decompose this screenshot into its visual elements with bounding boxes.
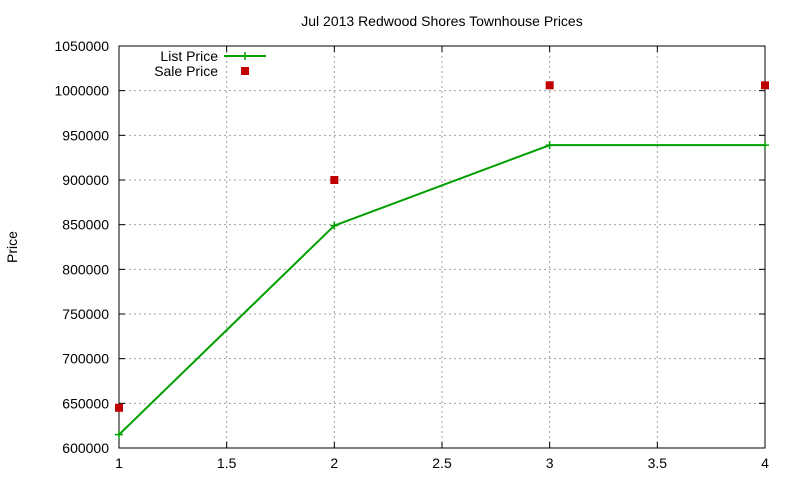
chart-title: Jul 2013 Redwood Shores Townhouse Prices xyxy=(301,13,582,29)
sale-price-point xyxy=(115,403,123,412)
y-tick-label: 750000 xyxy=(62,306,109,322)
legend-label-list-price: List Price xyxy=(160,48,218,64)
x-tick-label: 1.5 xyxy=(217,455,237,471)
y-tick-label: 800000 xyxy=(62,261,109,277)
tick-layer: 1 1.5 2 2.5 3 3.5 4 600000 650000 700000 750000 800… xyxy=(54,38,769,471)
x-tick-label: 4 xyxy=(761,455,769,471)
y-tick-label: 850000 xyxy=(62,217,109,233)
sale-price-point xyxy=(761,81,769,90)
grid-layer xyxy=(119,46,765,448)
sale-price-point xyxy=(330,176,339,184)
legend-marker-list-price xyxy=(241,52,249,60)
legend: List Price Sale Price xyxy=(154,48,266,79)
list-price-point xyxy=(761,141,769,150)
x-tick-label: 1 xyxy=(115,455,123,471)
y-tick-label: 1050000 xyxy=(54,38,109,54)
y-axis-label: Price xyxy=(4,231,20,263)
sale-price-point xyxy=(545,81,554,90)
y-tick-label: 950000 xyxy=(62,127,109,143)
series-layer xyxy=(115,81,769,439)
legend-swatch-sale-price xyxy=(241,67,249,75)
list-price-point xyxy=(330,221,339,230)
x-tick-label: 3.5 xyxy=(648,455,668,471)
x-tick-label: 3 xyxy=(546,455,554,471)
list-price-series-line xyxy=(118,144,765,436)
y-tick-label: 600000 xyxy=(62,440,109,456)
y-tick-label: 900000 xyxy=(62,172,109,188)
x-tick-label: 2.5 xyxy=(432,455,452,471)
y-tick-label: 650000 xyxy=(62,395,109,411)
x-tick-label: 2 xyxy=(330,455,338,471)
y-tick-label: 700000 xyxy=(62,351,109,367)
legend-label-sale-price: Sale Price xyxy=(154,63,218,79)
list-price-point xyxy=(545,141,554,150)
list-price-point xyxy=(115,430,123,439)
y-tick-label: 1000000 xyxy=(54,83,109,99)
